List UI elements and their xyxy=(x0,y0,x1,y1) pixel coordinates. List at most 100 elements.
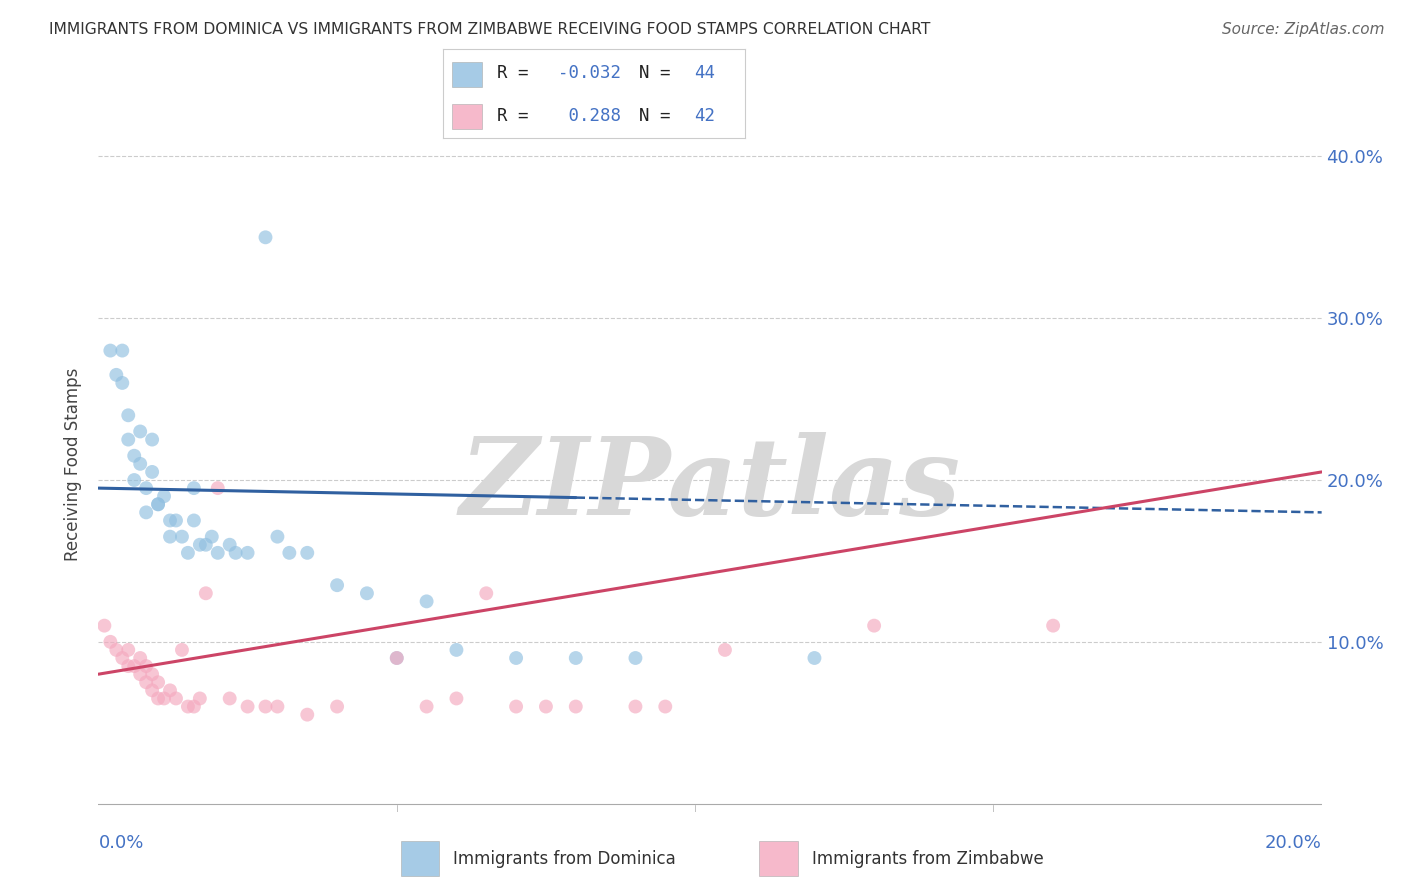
Point xyxy=(146,497,169,511)
Point xyxy=(803,651,825,665)
Point xyxy=(207,481,229,495)
Point xyxy=(170,530,193,544)
Point xyxy=(183,513,205,527)
Point xyxy=(153,691,176,706)
Point xyxy=(266,699,288,714)
Point xyxy=(183,699,205,714)
Point xyxy=(122,473,145,487)
Point xyxy=(159,530,181,544)
Point xyxy=(159,683,181,698)
Point xyxy=(146,691,169,706)
Point xyxy=(385,651,408,665)
Text: N =: N = xyxy=(640,107,671,125)
Point xyxy=(111,651,134,665)
Text: R =: R = xyxy=(498,107,529,125)
Point xyxy=(129,425,152,439)
Point xyxy=(415,699,437,714)
Point xyxy=(165,691,187,706)
Point xyxy=(135,481,157,495)
Point xyxy=(534,699,557,714)
Point xyxy=(117,659,139,673)
Point xyxy=(254,699,277,714)
Point xyxy=(111,343,134,358)
Text: 0.0%: 0.0% xyxy=(98,834,143,852)
Point xyxy=(177,699,200,714)
Point xyxy=(188,691,211,706)
Text: -0.032: -0.032 xyxy=(558,64,621,82)
Point xyxy=(236,699,259,714)
Text: 44: 44 xyxy=(693,64,714,82)
Point xyxy=(446,691,468,706)
Text: 20.0%: 20.0% xyxy=(1265,834,1322,852)
Point xyxy=(111,376,134,390)
Point xyxy=(385,651,408,665)
Point xyxy=(117,409,139,423)
Point xyxy=(326,699,349,714)
Point xyxy=(188,538,211,552)
Point xyxy=(565,651,588,665)
Point xyxy=(714,643,737,657)
Point xyxy=(98,343,121,358)
Point xyxy=(98,635,121,649)
Point xyxy=(177,546,200,560)
Point xyxy=(129,651,152,665)
Point xyxy=(446,643,468,657)
Point xyxy=(225,546,247,560)
Point xyxy=(194,586,217,600)
Point xyxy=(141,667,163,681)
Point xyxy=(122,659,145,673)
Point xyxy=(218,691,240,706)
Point xyxy=(153,489,176,503)
Point xyxy=(165,513,187,527)
Point xyxy=(326,578,349,592)
Point xyxy=(207,546,229,560)
Point xyxy=(475,586,498,600)
Point xyxy=(863,618,886,632)
Point xyxy=(105,643,128,657)
Bar xyxy=(451,62,482,87)
Point xyxy=(129,667,152,681)
Point xyxy=(146,497,169,511)
Point xyxy=(1042,618,1064,632)
Point xyxy=(122,449,145,463)
Point xyxy=(93,618,115,632)
Point xyxy=(170,643,193,657)
Point xyxy=(159,513,181,527)
Y-axis label: Receiving Food Stamps: Receiving Food Stamps xyxy=(65,368,83,560)
Point xyxy=(141,683,163,698)
Point xyxy=(254,230,277,244)
Bar xyxy=(451,104,482,129)
Point xyxy=(415,594,437,608)
Bar xyxy=(759,841,799,876)
Text: Source: ZipAtlas.com: Source: ZipAtlas.com xyxy=(1222,22,1385,37)
Point xyxy=(624,699,647,714)
Point xyxy=(356,586,378,600)
Text: 0.288: 0.288 xyxy=(558,107,621,125)
Point xyxy=(505,699,527,714)
Text: N =: N = xyxy=(640,64,671,82)
Text: Immigrants from Zimbabwe: Immigrants from Zimbabwe xyxy=(813,849,1043,868)
Point xyxy=(135,675,157,690)
Point xyxy=(218,538,240,552)
Bar xyxy=(401,841,440,876)
Text: IMMIGRANTS FROM DOMINICA VS IMMIGRANTS FROM ZIMBABWE RECEIVING FOOD STAMPS CORRE: IMMIGRANTS FROM DOMINICA VS IMMIGRANTS F… xyxy=(49,22,931,37)
Point xyxy=(201,530,224,544)
Point xyxy=(297,546,319,560)
Point xyxy=(624,651,647,665)
Text: ZIPatlas: ZIPatlas xyxy=(460,432,960,538)
Point xyxy=(135,505,157,519)
Point xyxy=(183,481,205,495)
Text: 42: 42 xyxy=(693,107,714,125)
Point xyxy=(141,465,163,479)
Point xyxy=(194,538,217,552)
Point xyxy=(236,546,259,560)
Point xyxy=(117,643,139,657)
Point xyxy=(654,699,676,714)
Point xyxy=(565,699,588,714)
Text: R =: R = xyxy=(498,64,529,82)
Point xyxy=(135,659,157,673)
Point xyxy=(278,546,301,560)
Point xyxy=(266,530,288,544)
Point xyxy=(141,433,163,447)
Point xyxy=(297,707,319,722)
